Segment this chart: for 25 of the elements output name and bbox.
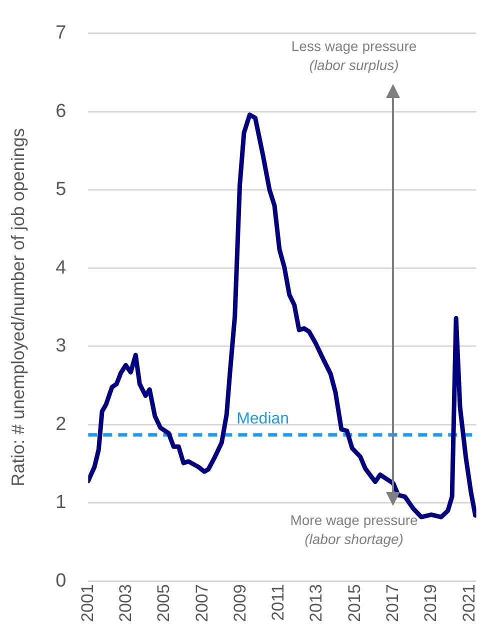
x-tick-label: 2019 [421,584,440,622]
y-tick-label: 7 [56,22,66,44]
y-tick-label: 5 [56,179,66,200]
annotation: (labor surplus) [309,56,399,73]
x-tick-label: 2017 [383,584,402,622]
y-tick-label: 3 [56,336,66,357]
x-tick-label: 2015 [344,584,364,622]
x-tick-label: 2003 [116,584,135,622]
x-tick-label: 2021 [459,584,478,622]
y-tick-label: 6 [56,100,66,122]
y-axis-title: Ratio: # unemployed/number of job openings [8,128,28,486]
annotation: (labor shortage) [304,530,404,547]
y-tick-label: 1 [56,492,66,514]
x-tick-label: 2007 [192,584,212,622]
x-tick-label: 2009 [230,584,250,622]
x-tick-label: 2005 [154,584,174,622]
x-tick-label: 2001 [78,584,97,622]
x-tick-label: 2011 [268,584,288,621]
y-tick-label: 2 [56,414,66,435]
y-tick-label: 0 [56,570,66,592]
ref-line-label: Median [236,410,290,428]
x-tick-label: 2013 [306,584,326,622]
annotation: Less wage pressure [291,38,417,54]
y-tick-label: 4 [56,257,67,278]
annotation: More wage pressure [290,512,418,528]
